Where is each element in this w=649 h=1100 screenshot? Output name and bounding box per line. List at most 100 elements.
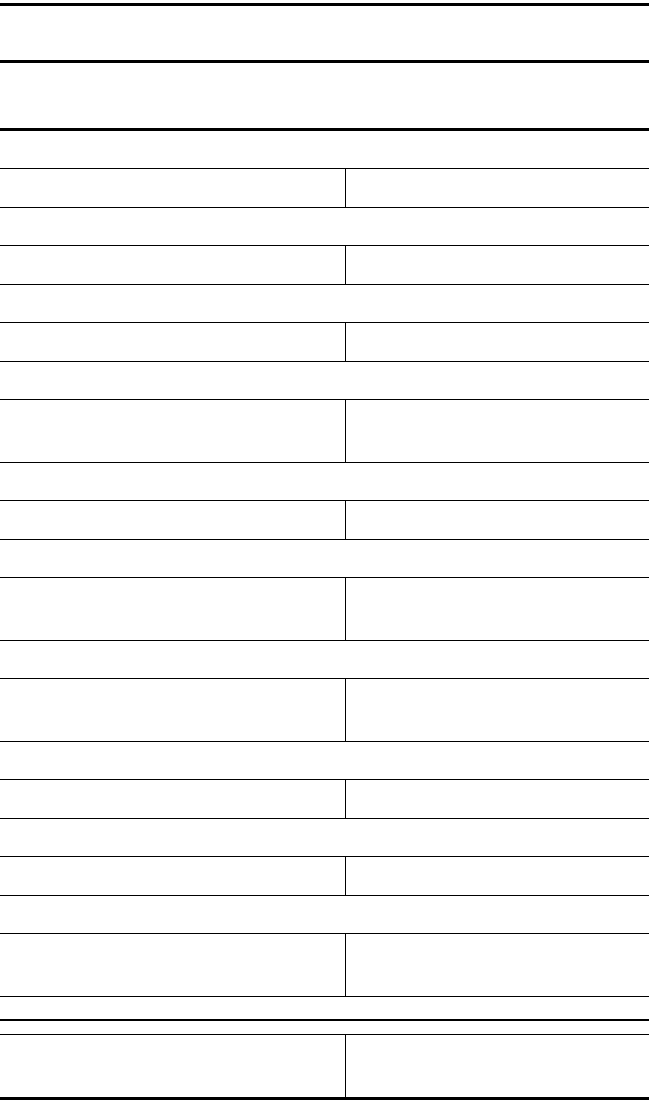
- table-cell: [399, 130, 451, 169]
- table-cell: [255, 896, 306, 934]
- cell-text: [345, 463, 399, 467]
- cell-text: [255, 896, 306, 900]
- table-cell: [399, 463, 451, 501]
- cell-text: [255, 208, 306, 212]
- cell-text: [148, 540, 204, 544]
- cell-text: [399, 463, 451, 467]
- table-cell: [93, 208, 148, 246]
- table-cell: [504, 742, 649, 780]
- table-cell: [148, 362, 204, 400]
- table-detail-row: [0, 246, 649, 285]
- detail-left-text: [0, 501, 345, 505]
- cell-text: [93, 540, 148, 544]
- cell-text: [451, 742, 504, 746]
- table-cell: [451, 540, 504, 578]
- table-cell: [504, 285, 649, 323]
- data-table: [0, 128, 649, 1100]
- detail-left-text: [0, 1035, 345, 1039]
- table-cell: [0, 208, 93, 246]
- data-table-container: [0, 128, 649, 1100]
- table-cell: [93, 540, 148, 578]
- cell-text: [148, 819, 204, 823]
- detail-left-text: [0, 169, 345, 173]
- cell-text: [345, 896, 399, 900]
- cell-text: [0, 208, 93, 212]
- table-cell: [345, 463, 399, 501]
- cell-text: [255, 463, 306, 467]
- data-table-body: [0, 130, 649, 1100]
- cell-text: [306, 285, 345, 289]
- detail-cell-left: [0, 1035, 345, 1099]
- table-cell: [451, 463, 504, 501]
- cell-text: [148, 362, 204, 366]
- cell-text: [0, 362, 93, 366]
- cell-text: [399, 131, 451, 135]
- table-cell: [306, 362, 345, 400]
- table-cell: [451, 130, 504, 169]
- cell-text: [451, 896, 504, 900]
- cell-text: [451, 540, 504, 544]
- table-cell: [255, 540, 306, 578]
- table-cell: [204, 742, 255, 780]
- detail-cell-right: [345, 169, 649, 208]
- table-detail-row: [0, 400, 649, 463]
- table-cell: [0, 896, 93, 934]
- cell-text: [451, 819, 504, 823]
- table-row: [0, 362, 649, 400]
- cell-text: [148, 208, 204, 212]
- table-cell: [148, 130, 204, 169]
- cell-text: [204, 819, 255, 823]
- cell-text: [399, 540, 451, 544]
- table-cell: [148, 463, 204, 501]
- table-cell: [345, 362, 399, 400]
- cell-text: [204, 540, 255, 544]
- cell-text: [504, 540, 649, 544]
- table-detail-row: [0, 934, 649, 997]
- table-detail-row: [0, 578, 649, 641]
- cell-text: [0, 463, 93, 467]
- cell-text: [0, 540, 93, 544]
- footer-rule: [0, 1019, 649, 1021]
- cell-text: [504, 896, 649, 900]
- cell-text: [148, 742, 204, 746]
- table-row: [0, 742, 649, 780]
- cell-text: [255, 540, 306, 544]
- cell-text: [93, 362, 148, 366]
- cell-text: [345, 742, 399, 746]
- document-page: [0, 0, 649, 1027]
- table-cell: [399, 208, 451, 246]
- table-cell: [345, 540, 399, 578]
- cell-text: [504, 208, 649, 212]
- table-cell: [255, 641, 306, 679]
- cell-text: [204, 742, 255, 746]
- detail-left-text: [0, 934, 345, 938]
- table-cell: [399, 540, 451, 578]
- detail-cell-left: [0, 780, 345, 819]
- table-cell: [451, 208, 504, 246]
- table-cell: [504, 896, 649, 934]
- table-detail-row: [0, 857, 649, 896]
- table-cell: [504, 208, 649, 246]
- cell-text: [148, 896, 204, 900]
- table-cell: [345, 130, 399, 169]
- table-cell: [306, 819, 345, 857]
- table-cell: [451, 362, 504, 400]
- table-detail-row: [0, 501, 649, 540]
- table-cell: [504, 819, 649, 857]
- cell-text: [504, 742, 649, 746]
- cell-text: [345, 540, 399, 544]
- cell-text: [255, 285, 306, 289]
- cell-text: [504, 131, 649, 135]
- table-cell: [345, 819, 399, 857]
- cell-text: [255, 362, 306, 366]
- table-cell: [306, 463, 345, 501]
- cell-text: [504, 362, 649, 366]
- table-cell: [93, 819, 148, 857]
- cell-text: [93, 896, 148, 900]
- detail-cell-right: [345, 400, 649, 463]
- table-cell: [148, 742, 204, 780]
- cell-text: [451, 362, 504, 366]
- cell-text: [399, 742, 451, 746]
- cell-text: [93, 742, 148, 746]
- detail-cell-left: [0, 246, 345, 285]
